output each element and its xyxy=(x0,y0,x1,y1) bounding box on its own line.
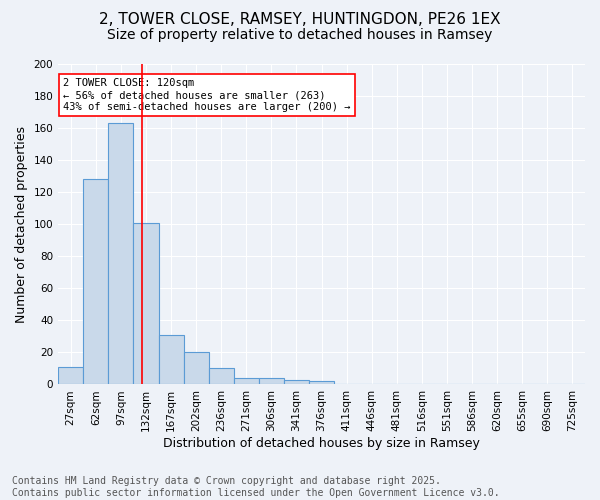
Bar xyxy=(158,335,184,384)
Bar xyxy=(309,382,334,384)
Text: Contains HM Land Registry data © Crown copyright and database right 2025.
Contai: Contains HM Land Registry data © Crown c… xyxy=(12,476,500,498)
Bar xyxy=(209,368,234,384)
Bar xyxy=(133,222,158,384)
Bar xyxy=(58,367,83,384)
Bar xyxy=(184,352,209,384)
Y-axis label: Number of detached properties: Number of detached properties xyxy=(15,126,28,322)
Bar xyxy=(284,380,309,384)
Text: 2, TOWER CLOSE, RAMSEY, HUNTINGDON, PE26 1EX: 2, TOWER CLOSE, RAMSEY, HUNTINGDON, PE26… xyxy=(99,12,501,28)
Bar xyxy=(259,378,284,384)
Text: 2 TOWER CLOSE: 120sqm
← 56% of detached houses are smaller (263)
43% of semi-det: 2 TOWER CLOSE: 120sqm ← 56% of detached … xyxy=(64,78,351,112)
X-axis label: Distribution of detached houses by size in Ramsey: Distribution of detached houses by size … xyxy=(163,437,480,450)
Text: Size of property relative to detached houses in Ramsey: Size of property relative to detached ho… xyxy=(107,28,493,42)
Bar xyxy=(109,124,133,384)
Bar xyxy=(234,378,259,384)
Bar xyxy=(83,180,109,384)
